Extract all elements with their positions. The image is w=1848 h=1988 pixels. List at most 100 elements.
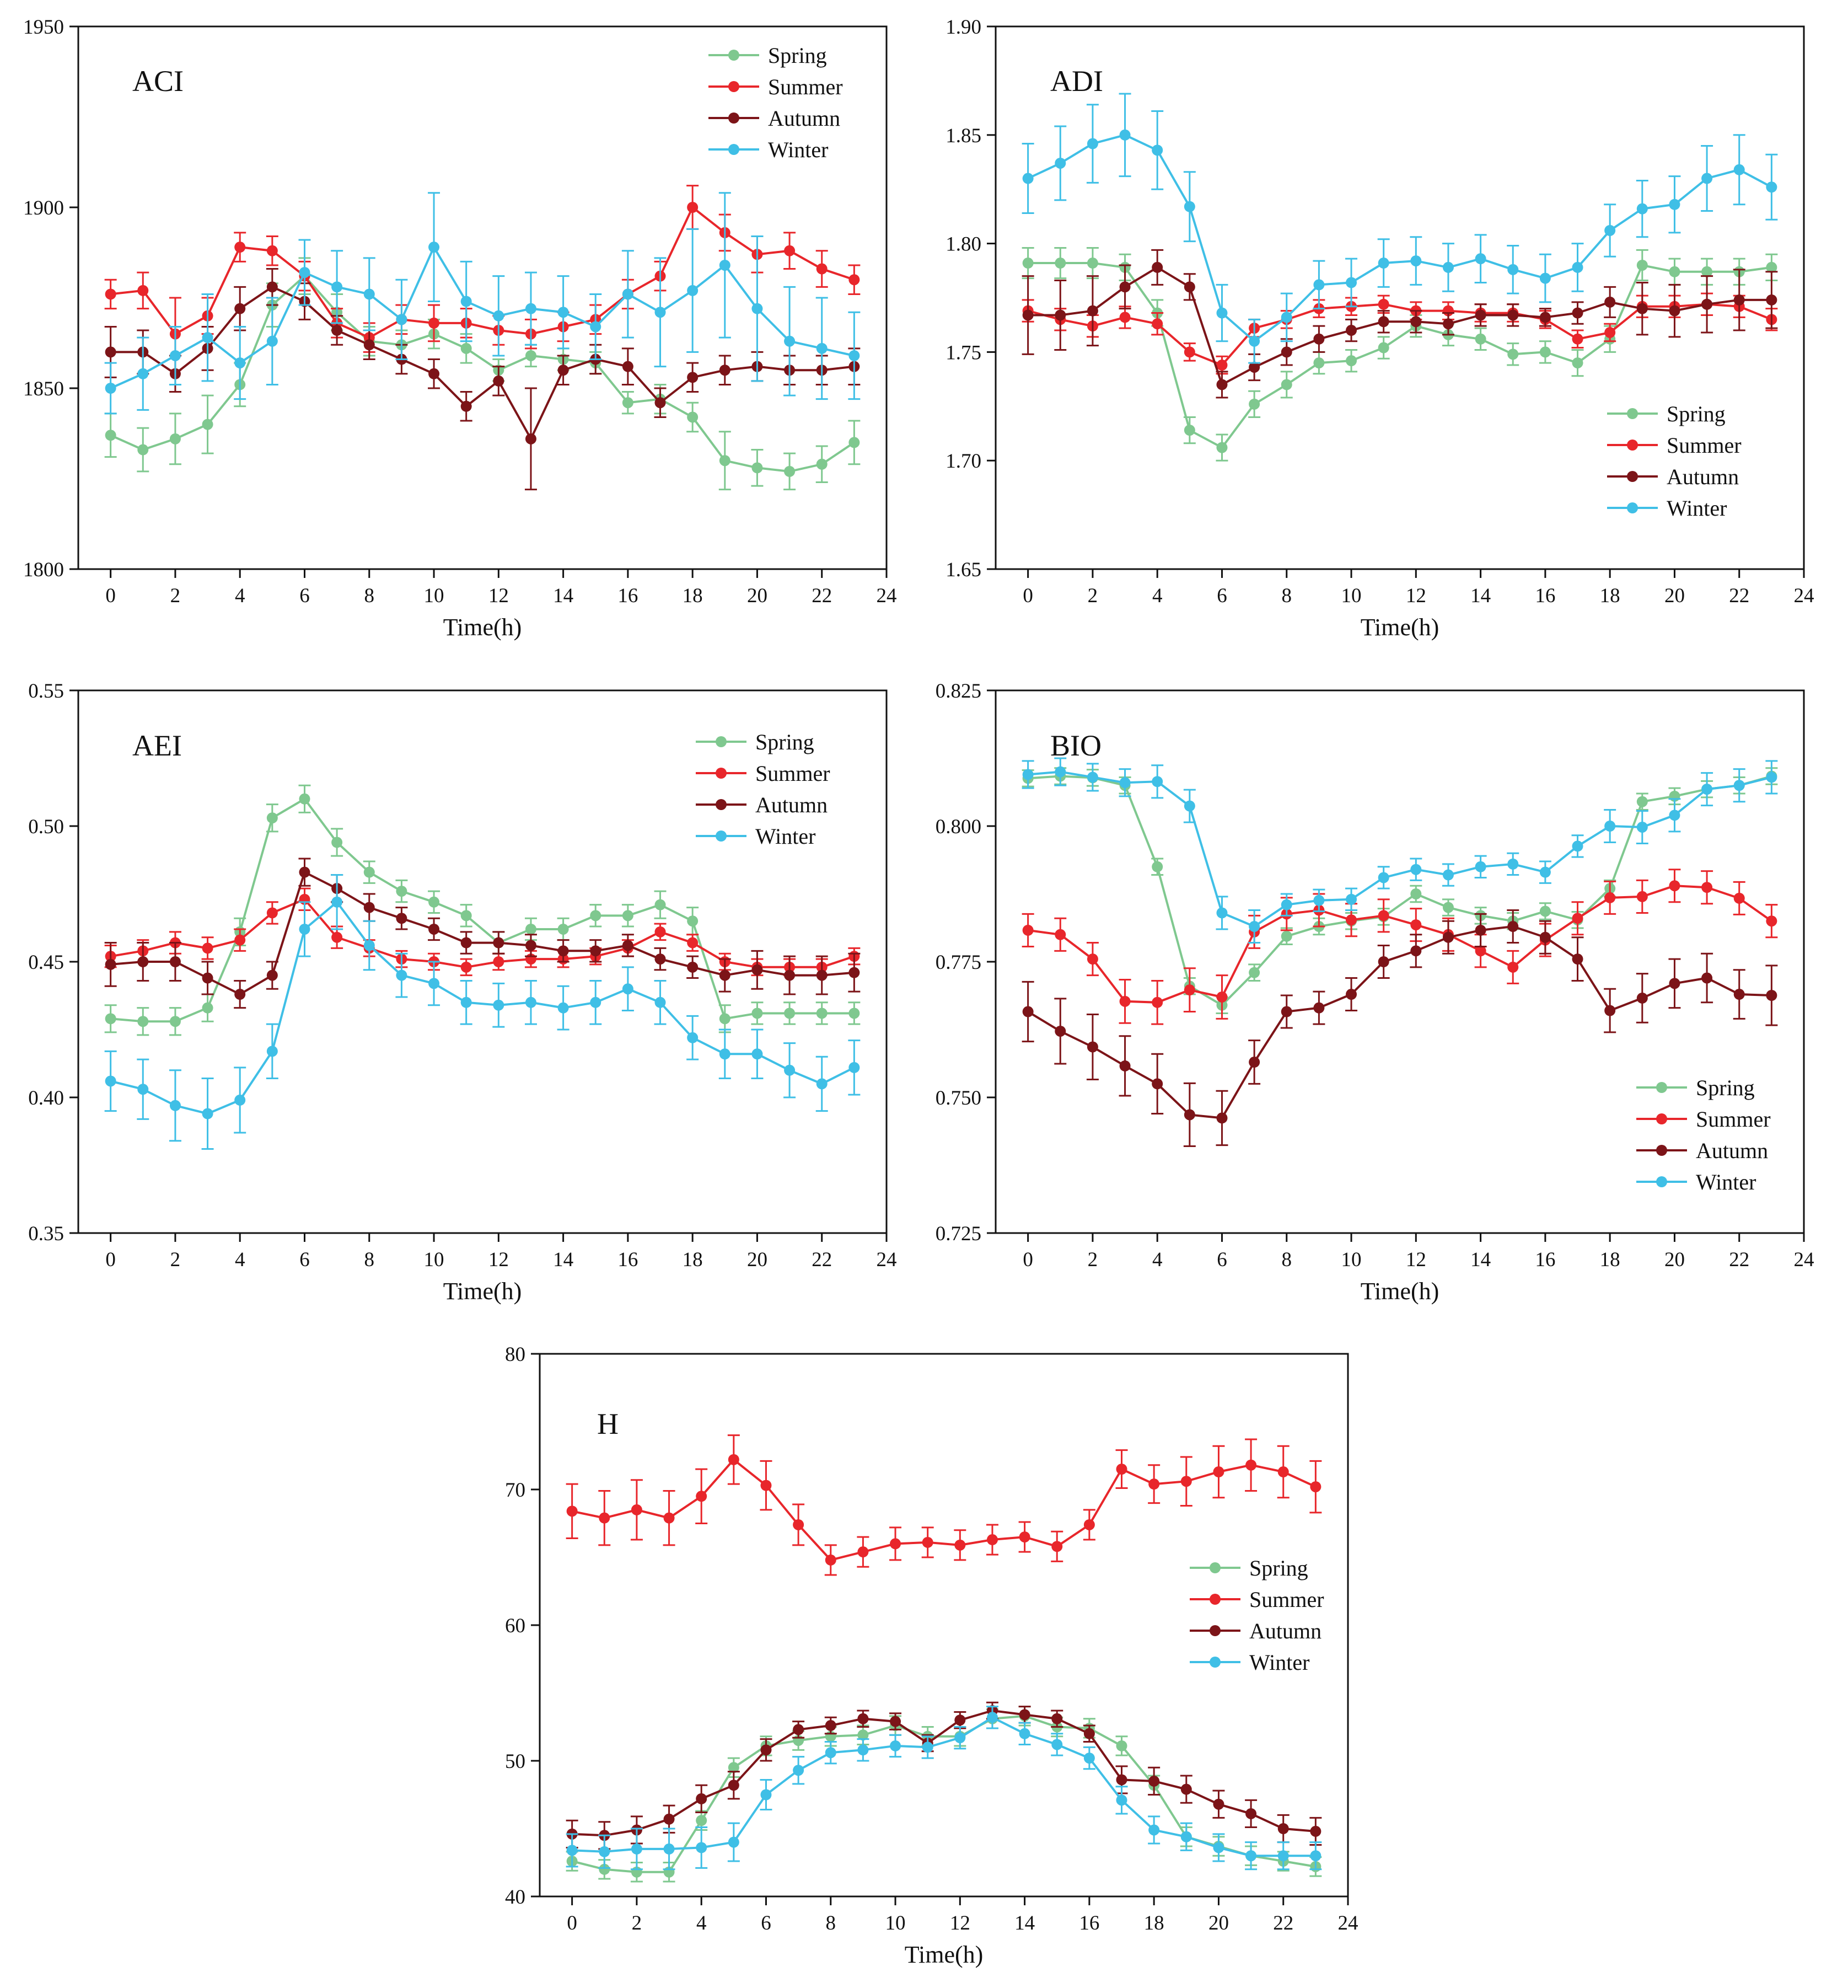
data-point (428, 317, 440, 329)
x-tick-label: 16 (617, 585, 638, 607)
data-point (1636, 203, 1648, 215)
chart-h: 0 2 4 6 8 10 12 14 16 18 20 22 244050607080Time(h)HS… (505, 1343, 1358, 1968)
series-line (572, 1709, 1316, 1837)
data-point (1572, 333, 1583, 345)
data-point (1083, 1519, 1095, 1530)
series-line (110, 898, 855, 968)
data-point (137, 956, 149, 967)
x-tick-label: 12 (950, 1912, 970, 1935)
legend-label: Summer (1696, 1107, 1771, 1132)
data-point (1213, 1842, 1224, 1853)
data-point (687, 372, 699, 383)
data-point (1245, 1850, 1257, 1862)
y-tick-label: 0.55 (28, 680, 64, 703)
data-point (1281, 346, 1292, 358)
data-point (363, 940, 375, 951)
series-winter (1022, 93, 1778, 364)
data-point (816, 969, 828, 981)
data-point (816, 263, 828, 275)
data-point (1116, 1464, 1127, 1475)
data-point (1733, 294, 1745, 306)
data-point (1055, 157, 1066, 169)
data-point (1119, 995, 1131, 1007)
y-tick-label: 0.35 (28, 1223, 64, 1245)
x-tick-label: 12 (1406, 585, 1426, 607)
x-tick-label: 2 (170, 1248, 181, 1271)
data-point (1055, 1025, 1066, 1037)
y-tick-label: 1800 (23, 559, 64, 581)
x-tick-label: 18 (683, 585, 703, 607)
series-line (110, 205, 855, 339)
data-point (1701, 882, 1713, 893)
data-point (1378, 316, 1389, 328)
data-point (1152, 261, 1163, 273)
data-point (1184, 201, 1195, 212)
data-point (1249, 1057, 1260, 1068)
x-tick-label: 4 (235, 585, 245, 607)
y-tick-label: 0.825 (936, 680, 981, 703)
data-point (986, 1534, 998, 1546)
data-point (599, 1863, 610, 1875)
x-tick-label: 6 (761, 1912, 771, 1935)
data-point (525, 303, 536, 314)
data-point (1313, 1002, 1325, 1014)
legend-marker (716, 768, 727, 779)
data-point (1281, 930, 1292, 942)
x-tick-label: 14 (553, 1248, 573, 1271)
data-point (1604, 224, 1616, 236)
legend-label: Autumn (1667, 464, 1739, 489)
data-point (1733, 164, 1745, 175)
data-point (784, 245, 796, 256)
series-line (110, 900, 855, 1115)
data-point (1119, 777, 1131, 789)
series-autumn (1022, 909, 1778, 1148)
x-tick-label: 0 (567, 1912, 577, 1935)
x-tick-label: 8 (1282, 1248, 1292, 1271)
y-tick-label: 1850 (23, 378, 64, 400)
y-tick-label: 0.725 (936, 1223, 981, 1245)
legend-marker (728, 81, 739, 92)
data-point (954, 1732, 966, 1744)
data-point (1180, 1783, 1192, 1795)
x-tick-label: 6 (1217, 1248, 1227, 1271)
x-tick-label: 4 (1152, 585, 1163, 607)
y-tick-label: 1.65 (946, 559, 981, 581)
chart-aci: 0 2 4 6 8 10 12 14 16 18 20 22 241800185019001950Tim… (23, 16, 897, 641)
x-axis-label: Time(h) (905, 1941, 984, 1968)
legend-label: Spring (1249, 1556, 1308, 1580)
data-point (1019, 1531, 1030, 1543)
data-point (493, 937, 504, 949)
data-point (687, 202, 699, 213)
data-point (202, 332, 213, 344)
data-point (760, 1744, 772, 1756)
data-point (719, 365, 730, 376)
series-line (110, 244, 855, 389)
data-point (1051, 1541, 1063, 1552)
data-point (728, 1454, 739, 1465)
data-point (890, 1740, 901, 1751)
x-tick-label: 22 (1729, 1248, 1749, 1271)
data-point (1245, 1459, 1257, 1471)
data-point (1310, 1850, 1321, 1862)
data-point (1055, 309, 1066, 321)
data-point (1313, 357, 1325, 369)
legend-marker (716, 736, 727, 747)
data-point (1733, 780, 1745, 791)
data-point (1148, 1478, 1160, 1490)
data-point (1055, 929, 1066, 940)
data-point (1636, 891, 1648, 902)
x-tick-label: 14 (1470, 1248, 1491, 1271)
plot-frame (539, 1353, 1349, 1898)
data-point (1281, 379, 1292, 390)
x-tick-label: 12 (488, 585, 509, 607)
data-point (105, 383, 116, 394)
x-tick-label: 0 (1023, 1248, 1033, 1271)
data-point (687, 285, 699, 296)
x-tick-label: 14 (1014, 1912, 1035, 1935)
data-point (654, 996, 666, 1008)
x-tick-label: 10 (424, 585, 444, 607)
data-point (1116, 1774, 1127, 1786)
data-point (299, 793, 310, 805)
x-tick-label: 22 (812, 1248, 832, 1271)
data-point (428, 242, 440, 253)
